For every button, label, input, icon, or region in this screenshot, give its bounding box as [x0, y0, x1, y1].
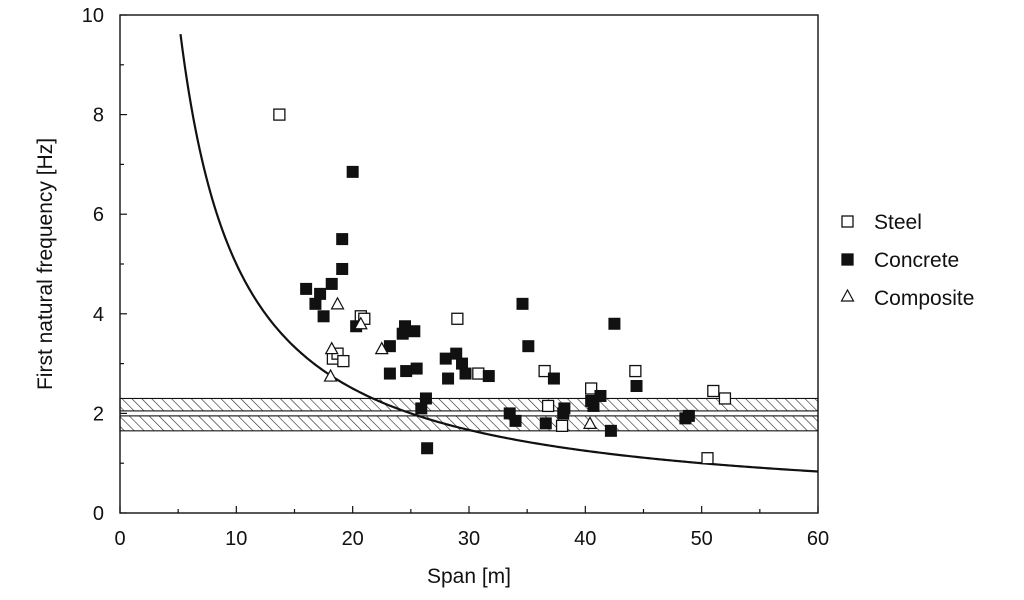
concrete-point	[482, 370, 495, 383]
x-axis-ticks: 0 10 20 30 40 50 60	[114, 528, 829, 550]
legend-steel-marker	[841, 215, 854, 228]
y-tick-label-4: 4	[93, 304, 104, 326]
plot-frame	[119, 14, 819, 514]
x-tick-label-40: 40	[574, 528, 596, 550]
y-tick-label-8: 8	[93, 105, 104, 127]
concrete-point	[336, 262, 349, 275]
steel-point	[555, 419, 569, 433]
steel-point	[541, 399, 555, 413]
concrete-point	[408, 325, 421, 338]
concrete-point	[421, 442, 434, 455]
concrete-point	[383, 367, 396, 380]
steel-point	[273, 108, 286, 121]
x-axis-title: Span [m]	[427, 565, 511, 588]
concrete-point	[587, 399, 600, 412]
concrete-point	[383, 340, 396, 353]
y-tick-label-6: 6	[93, 204, 104, 226]
x-tick-label-20: 20	[342, 528, 364, 550]
concrete-point	[509, 414, 522, 427]
concrete-point	[522, 340, 535, 353]
hatched-band-1	[119, 397, 819, 412]
y-axis-title: First natural frequency [Hz]	[34, 138, 57, 390]
concrete-point	[317, 310, 330, 323]
concrete-point	[439, 352, 452, 365]
y-tick-label-10: 10	[82, 5, 104, 27]
concrete-point	[608, 317, 621, 330]
steel-point	[707, 384, 720, 398]
concrete-point	[630, 380, 643, 393]
concrete-point	[300, 282, 313, 295]
concrete-point	[314, 287, 327, 300]
concrete-point	[539, 417, 552, 430]
steel-point	[629, 364, 642, 378]
tick-marks	[119, 14, 819, 514]
legend-steel-label: Steel	[874, 211, 922, 234]
x-tick-label-30: 30	[458, 528, 480, 550]
steel-point	[538, 364, 551, 378]
concrete-point	[558, 402, 571, 415]
concrete-point	[459, 367, 472, 380]
legend-composite-marker	[840, 288, 855, 302]
legend-concrete-marker	[841, 253, 854, 266]
x-tick-label-60: 60	[807, 528, 829, 550]
composite-point	[323, 368, 338, 382]
concrete-point	[336, 233, 349, 246]
concrete-point	[594, 389, 607, 402]
concrete-point	[325, 277, 338, 290]
x-tick-label-50: 50	[691, 528, 713, 550]
composite-point	[374, 341, 389, 355]
steel-point	[472, 367, 485, 380]
steel-point	[337, 354, 350, 368]
hatched-band-0	[119, 415, 819, 432]
concrete-point	[682, 409, 695, 422]
steel-point	[585, 382, 598, 395]
concrete-point	[516, 297, 529, 310]
concrete-point	[547, 372, 560, 385]
x-tick-label-10: 10	[225, 528, 247, 550]
concrete-point	[450, 347, 463, 360]
composite-point	[353, 316, 368, 330]
concrete-point	[346, 165, 359, 178]
data-points-layer	[273, 108, 732, 465]
steel-point	[718, 392, 732, 405]
steel-point	[701, 452, 714, 465]
y-tick-label-0: 0	[93, 503, 104, 525]
y-axis-ticks: 0 2 4 6 8 10	[82, 5, 104, 525]
composite-point	[324, 341, 339, 355]
concrete-point	[456, 357, 469, 370]
legend-composite-label: Composite	[874, 287, 974, 310]
concrete-point	[400, 365, 413, 378]
concrete-point	[604, 424, 617, 437]
y-tick-label-2: 2	[93, 403, 104, 425]
legend: Steel Concrete Composite	[840, 211, 974, 310]
concrete-point	[410, 362, 423, 375]
steel-point	[451, 312, 464, 325]
legend-concrete-label: Concrete	[874, 249, 959, 272]
hatched-bands	[119, 397, 819, 432]
concrete-point	[309, 297, 322, 310]
concrete-point	[419, 392, 432, 405]
concrete-point	[415, 402, 428, 415]
composite-point	[582, 416, 597, 429]
composite-point	[330, 296, 345, 310]
concrete-point	[442, 372, 455, 385]
x-tick-label-0: 0	[114, 528, 125, 550]
